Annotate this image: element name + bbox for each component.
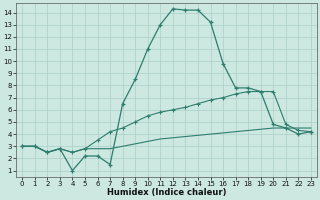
X-axis label: Humidex (Indice chaleur): Humidex (Indice chaleur) [107, 188, 226, 197]
